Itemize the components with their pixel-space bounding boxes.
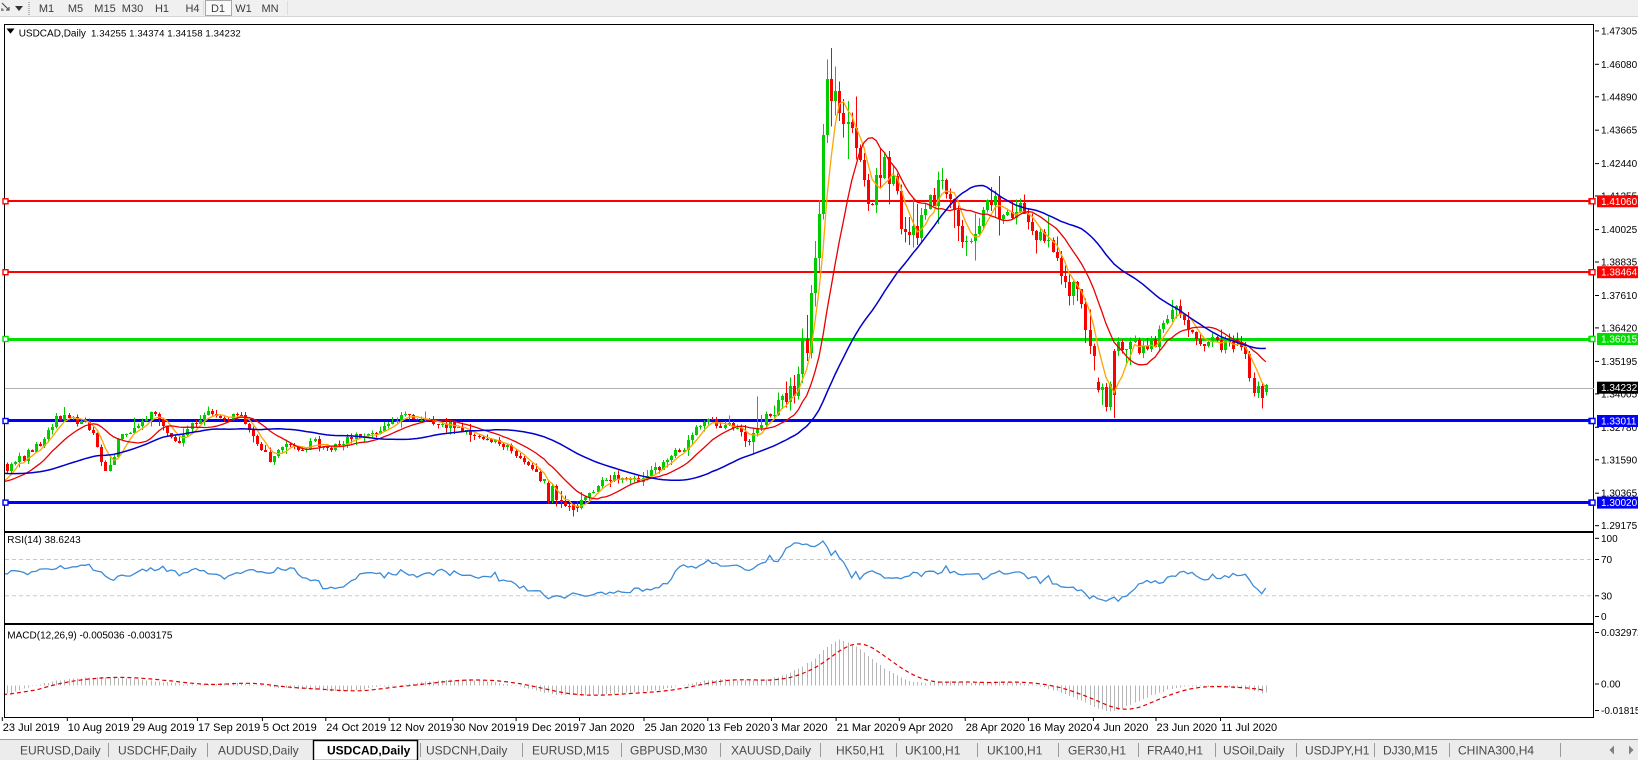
svg-text:1.29175: 1.29175 [1601, 521, 1638, 532]
svg-text:1.31590: 1.31590 [1601, 455, 1638, 466]
svg-text:1.43665: 1.43665 [1601, 126, 1638, 137]
svg-text:0.00: 0.00 [1601, 680, 1621, 691]
svg-text:FRA40,H1: FRA40,H1 [1147, 744, 1203, 758]
svg-text:1.46080: 1.46080 [1601, 60, 1638, 71]
svg-text:EURUSD,Daily: EURUSD,Daily [20, 744, 101, 758]
svg-text:1.34005: 1.34005 [1601, 389, 1638, 400]
svg-text:1.34232: 1.34232 [1601, 383, 1638, 394]
svg-text:1.38464: 1.38464 [1601, 268, 1638, 279]
svg-text:23 Jun 2020: 23 Jun 2020 [1157, 722, 1218, 734]
svg-text:1.36015: 1.36015 [1601, 335, 1638, 346]
svg-text:13 Feb 2020: 13 Feb 2020 [708, 722, 770, 734]
svg-text:USOil,Daily: USOil,Daily [1223, 744, 1284, 758]
svg-text:16 May 2020: 16 May 2020 [1029, 722, 1093, 734]
svg-text:MN: MN [261, 3, 278, 15]
svg-text:17 Sep 2019: 17 Sep 2019 [198, 722, 260, 734]
svg-text:USDJPY,H1: USDJPY,H1 [1305, 744, 1370, 758]
svg-text:UK100,H1: UK100,H1 [987, 744, 1043, 758]
svg-text:25 Jan 2020: 25 Jan 2020 [645, 722, 706, 734]
svg-text:M5: M5 [68, 3, 83, 15]
svg-text:H4: H4 [185, 3, 199, 15]
svg-text:M30: M30 [122, 3, 143, 15]
svg-text:11 Jul 2020: 11 Jul 2020 [1221, 722, 1277, 734]
svg-text:19 Dec 2019: 19 Dec 2019 [517, 722, 579, 734]
svg-text:D1: D1 [211, 3, 225, 15]
svg-text:7 Jan 2020: 7 Jan 2020 [580, 722, 634, 734]
svg-text:1.30365: 1.30365 [1601, 489, 1638, 500]
svg-text:CHINA300,H4: CHINA300,H4 [1458, 744, 1534, 758]
svg-text:UK100,H1: UK100,H1 [905, 744, 961, 758]
svg-text:12 Nov 2019: 12 Nov 2019 [390, 722, 452, 734]
svg-text:RSI(14) 38.6243: RSI(14) 38.6243 [7, 535, 81, 546]
svg-text:0.032972: 0.032972 [1601, 628, 1638, 639]
svg-text:9 Apr 2020: 9 Apr 2020 [900, 722, 953, 734]
svg-text:M15: M15 [94, 3, 115, 15]
svg-text:USDCNH,Daily: USDCNH,Daily [426, 744, 507, 758]
svg-text:24 Oct 2019: 24 Oct 2019 [326, 722, 386, 734]
svg-text:70: 70 [1601, 555, 1613, 566]
svg-text:1.38835: 1.38835 [1601, 258, 1638, 269]
svg-text:MACD(12,26,9) -0.005036 -0.003: MACD(12,26,9) -0.005036 -0.003175 [7, 631, 173, 642]
svg-text:30: 30 [1601, 591, 1613, 602]
svg-text:USDCAD,Daily: USDCAD,Daily [19, 28, 86, 39]
svg-text:GBPUSD,M30: GBPUSD,M30 [630, 744, 708, 758]
svg-text:5 Oct 2019: 5 Oct 2019 [263, 722, 317, 734]
svg-text:4 Jun 2020: 4 Jun 2020 [1094, 722, 1148, 734]
svg-text:EURUSD,M15: EURUSD,M15 [532, 744, 610, 758]
svg-text:21 Mar 2020: 21 Mar 2020 [837, 722, 899, 734]
svg-text:28 Apr 2020: 28 Apr 2020 [966, 722, 1025, 734]
svg-text:1.37610: 1.37610 [1601, 291, 1638, 302]
svg-text:3 Mar 2020: 3 Mar 2020 [772, 722, 828, 734]
svg-text:USDCAD,Daily: USDCAD,Daily [327, 744, 411, 758]
svg-text:1.41060: 1.41060 [1601, 197, 1638, 208]
svg-text:1.32780: 1.32780 [1601, 423, 1638, 434]
svg-text:DJ30,M15: DJ30,M15 [1383, 744, 1438, 758]
svg-text:HK50,H1: HK50,H1 [836, 744, 885, 758]
svg-text:H1: H1 [155, 3, 169, 15]
svg-text:1.40025: 1.40025 [1601, 225, 1638, 236]
svg-text:23 Jul 2019: 23 Jul 2019 [3, 722, 60, 734]
svg-text:10 Aug 2019: 10 Aug 2019 [68, 722, 130, 734]
svg-text:1.33011: 1.33011 [1601, 417, 1637, 428]
svg-text:W1: W1 [235, 3, 252, 15]
svg-text:1.44890: 1.44890 [1601, 92, 1638, 103]
svg-text:1.34255 1.34374 1.34158 1.3423: 1.34255 1.34374 1.34158 1.34232 [91, 28, 241, 39]
svg-text:100: 100 [1601, 534, 1618, 545]
svg-text:1.42440: 1.42440 [1601, 159, 1638, 170]
svg-text:GER30,H1: GER30,H1 [1068, 744, 1126, 758]
svg-text:-0.018154: -0.018154 [1601, 706, 1638, 717]
svg-text:M1: M1 [39, 3, 54, 15]
svg-text:30 Nov 2019: 30 Nov 2019 [453, 722, 515, 734]
svg-text:1.47305: 1.47305 [1601, 26, 1638, 37]
svg-text:USDCHF,Daily: USDCHF,Daily [118, 744, 197, 758]
svg-text:XAUUSD,Daily: XAUUSD,Daily [731, 744, 811, 758]
svg-text:1.30020: 1.30020 [1601, 498, 1638, 509]
svg-text:1.36420: 1.36420 [1601, 323, 1638, 334]
svg-text:AUDUSD,Daily: AUDUSD,Daily [218, 744, 299, 758]
svg-text:29 Aug 2019: 29 Aug 2019 [133, 722, 195, 734]
svg-text:0: 0 [1601, 612, 1607, 623]
svg-text:1.35195: 1.35195 [1601, 357, 1638, 368]
